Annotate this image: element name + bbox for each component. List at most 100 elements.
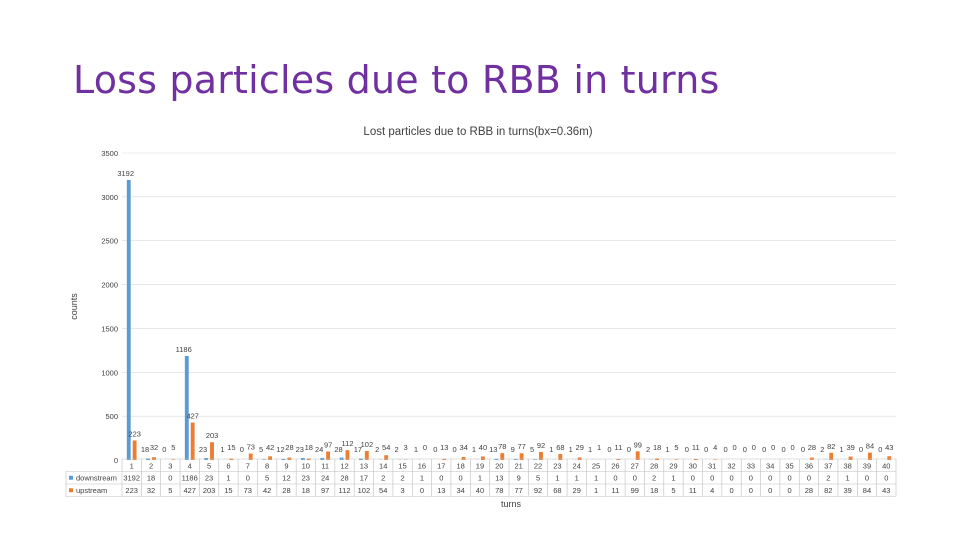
gridlines bbox=[122, 152, 896, 417]
bar-upstream-1 bbox=[132, 440, 137, 460]
table-cell-downstream: 5 bbox=[265, 474, 269, 483]
data-label-downstream-3: 0 bbox=[162, 445, 166, 454]
table-cell-upstream: 427 bbox=[183, 486, 196, 495]
data-label-downstream-30: 0 bbox=[685, 445, 689, 454]
table-cell-downstream: 1 bbox=[478, 474, 482, 483]
x-tick-label: 6 bbox=[226, 462, 230, 471]
table-cell-upstream: 223 bbox=[125, 486, 138, 495]
bar-upstream-6 bbox=[229, 458, 234, 460]
table-cell-downstream: 5 bbox=[536, 474, 540, 483]
data-label-downstream-38: 1 bbox=[840, 445, 844, 454]
data-label-upstream-18: 34 bbox=[459, 443, 467, 452]
data-label-upstream-17: 13 bbox=[440, 443, 448, 452]
data-label-downstream-20: 13 bbox=[489, 445, 497, 454]
table-cell-upstream: 40 bbox=[476, 486, 484, 495]
table-cell-upstream: 28 bbox=[805, 486, 813, 495]
data-label-downstream-16: 1 bbox=[414, 445, 418, 454]
data-label-upstream-22: 92 bbox=[537, 441, 545, 450]
table-cell-upstream: 92 bbox=[534, 486, 542, 495]
table-cell-downstream: 0 bbox=[633, 474, 637, 483]
table-cell-upstream: 13 bbox=[437, 486, 445, 495]
chart-title: Lost particles due to RBB in turns(bx=0.… bbox=[363, 126, 592, 138]
bar-upstream-22 bbox=[539, 451, 543, 460]
data-label-upstream-1: 223 bbox=[128, 429, 141, 438]
table-cell-upstream: 5 bbox=[671, 486, 675, 495]
x-tick-label: 32 bbox=[727, 462, 735, 471]
data-label-downstream-5: 23 bbox=[199, 445, 207, 454]
data-label-downstream-11: 24 bbox=[315, 445, 323, 454]
x-tick-label: 10 bbox=[302, 462, 310, 471]
x-tick-label: 31 bbox=[708, 462, 716, 471]
table-cell-downstream: 0 bbox=[787, 474, 791, 483]
table-cell-downstream: 28 bbox=[340, 474, 348, 483]
table-cell-upstream: 78 bbox=[495, 486, 503, 495]
data-label-downstream-26: 0 bbox=[607, 445, 611, 454]
table-cell-downstream: 9 bbox=[517, 474, 521, 483]
x-axis-label: turns bbox=[501, 499, 522, 509]
table-cell-upstream: 5 bbox=[168, 486, 172, 495]
table-cell-downstream: 18 bbox=[147, 474, 155, 483]
data-label-upstream-26: 11 bbox=[615, 443, 623, 452]
table-cell-upstream: 0 bbox=[729, 486, 733, 495]
bar-upstream-27 bbox=[635, 451, 640, 460]
table-cell-upstream: 3 bbox=[400, 486, 404, 495]
table-cell-downstream: 1 bbox=[555, 474, 559, 483]
x-tick-label: 22 bbox=[534, 462, 542, 471]
table-cell-downstream: 1 bbox=[420, 474, 424, 483]
bar-downstream-9 bbox=[281, 458, 286, 460]
table-cell-downstream: 0 bbox=[439, 474, 443, 483]
x-tick-label: 5 bbox=[207, 462, 211, 471]
table-cell-upstream: 4 bbox=[710, 486, 714, 495]
data-label-downstream-21: 9 bbox=[511, 445, 515, 454]
data-label-upstream-23: 68 bbox=[556, 443, 564, 452]
y-axis-label: counts bbox=[69, 293, 79, 320]
x-tick-label: 28 bbox=[650, 462, 658, 471]
table-cell-downstream: 17 bbox=[360, 474, 368, 483]
bar-upstream-4 bbox=[190, 422, 195, 460]
table-cell-upstream: 1 bbox=[594, 486, 598, 495]
table-cell-upstream: 39 bbox=[843, 486, 851, 495]
table-cell-downstream: 2 bbox=[381, 474, 385, 483]
data-label-downstream-39: 0 bbox=[859, 445, 863, 454]
data-label-downstream-14: 2 bbox=[375, 445, 379, 454]
data-label-upstream-20: 78 bbox=[498, 442, 506, 451]
x-tick-label: 1 bbox=[130, 462, 134, 471]
data-label-upstream-35: 0 bbox=[790, 443, 794, 452]
data-label-downstream-9: 12 bbox=[276, 445, 284, 454]
table-cell-upstream: 84 bbox=[863, 486, 871, 495]
data-label-downstream-22: 5 bbox=[530, 445, 534, 454]
data-label-downstream-12: 28 bbox=[334, 445, 342, 454]
data-label-downstream-35: 0 bbox=[781, 445, 785, 454]
table-cell-upstream: 0 bbox=[749, 486, 753, 495]
table-cell-upstream: 99 bbox=[631, 486, 639, 495]
table-cell-downstream: 0 bbox=[768, 474, 772, 483]
data-label-upstream-34: 0 bbox=[771, 443, 775, 452]
table-cell-downstream: 0 bbox=[807, 474, 811, 483]
table-cell-upstream: 11 bbox=[612, 486, 620, 495]
data-label-downstream-37: 2 bbox=[820, 445, 824, 454]
x-tick-label: 23 bbox=[553, 462, 561, 471]
data-label-upstream-8: 42 bbox=[266, 443, 274, 452]
bar-upstream-13 bbox=[364, 451, 369, 460]
data-label-upstream-24: 29 bbox=[576, 443, 584, 452]
y-tick-label: 500 bbox=[105, 412, 118, 421]
x-tick-label: 30 bbox=[689, 462, 697, 471]
data-label-downstream-25: 1 bbox=[588, 445, 592, 454]
x-tick-label: 17 bbox=[437, 462, 445, 471]
data-label-upstream-25: 1 bbox=[597, 443, 601, 452]
x-tick-label: 11 bbox=[321, 462, 329, 471]
data-label-downstream-10: 23 bbox=[296, 445, 304, 454]
data-label-upstream-12: 112 bbox=[342, 439, 354, 448]
table-cell-upstream: 11 bbox=[689, 486, 697, 495]
table-cell-downstream: 1 bbox=[575, 474, 579, 483]
x-tick-label: 25 bbox=[592, 462, 600, 471]
x-tick-label: 18 bbox=[456, 462, 464, 471]
table-cell-upstream: 18 bbox=[650, 486, 658, 495]
data-label-upstream-10: 18 bbox=[305, 443, 313, 452]
data-label-upstream-4: 427 bbox=[186, 412, 199, 421]
table-cell-upstream: 68 bbox=[553, 486, 561, 495]
data-label-downstream-4: 1186 bbox=[176, 345, 192, 354]
bar-downstream-4 bbox=[184, 355, 189, 460]
x-tick-label: 3 bbox=[168, 462, 172, 471]
